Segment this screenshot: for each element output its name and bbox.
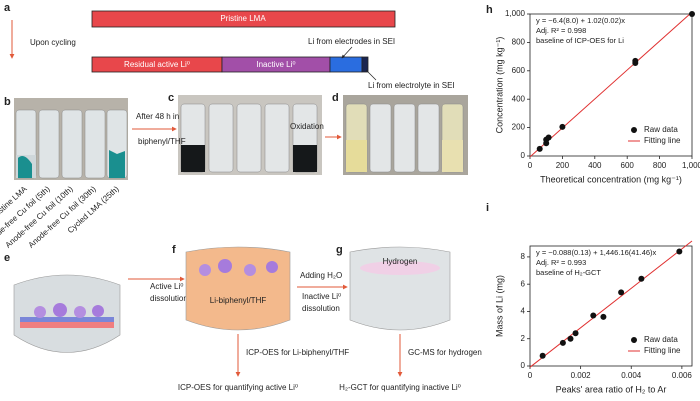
panel-label: a (4, 2, 11, 14)
photo-b (14, 98, 128, 180)
cup-f (185, 246, 291, 331)
result-label: ICP-OES for quantifying active Li⁰ (178, 383, 298, 392)
data-point (545, 134, 552, 141)
step-label: Active Li⁰ (150, 282, 183, 291)
data-point (539, 352, 546, 359)
x-tick-label: 800 (653, 161, 667, 170)
plot-frame (529, 13, 693, 157)
step-label: Inactive Li⁰ (302, 292, 341, 301)
x-tick-label: 600 (621, 161, 635, 170)
y-tick-label: 0 (521, 361, 526, 370)
arrow (341, 46, 353, 59)
y-axis-label: Concentration (mg kg⁻¹) (494, 37, 504, 134)
x-tick-label: 0 (528, 371, 533, 380)
data-point (559, 123, 566, 130)
data-point (572, 330, 579, 337)
data-point (638, 275, 645, 282)
method-label: GC-MS for hydrogen (408, 348, 482, 357)
legend-marker (631, 127, 637, 133)
gas-label: Hydrogen (383, 257, 418, 266)
photo-c (178, 95, 322, 175)
fit-line (529, 240, 693, 368)
x-axis-label: Theoretical concentration (mg kg⁻¹) (540, 174, 682, 184)
legend-label: Fitting line (644, 136, 681, 145)
panel-label: i (486, 202, 489, 214)
y-tick-label: 400 (512, 94, 526, 103)
panel-label: c (168, 92, 174, 104)
arrow (365, 69, 377, 81)
arrow-label: biphenyl/THF (138, 137, 186, 146)
y-tick-label: 600 (512, 66, 526, 75)
data-point (559, 339, 566, 346)
cup-g (349, 246, 451, 331)
step-label: Upon cycling (30, 38, 76, 47)
y-tick-label: 4 (521, 307, 526, 316)
y-tick-label: 800 (512, 38, 526, 47)
method-label: ICP-OES for Li-biphenyl/THF (246, 348, 349, 357)
data-point (618, 289, 625, 296)
step-label: Adding H₂O (300, 271, 342, 280)
data-point (600, 313, 607, 320)
x-tick-label: 0.002 (571, 371, 592, 380)
segment-label: Inactive Li⁰ (256, 60, 295, 69)
annotation: baseline of ICP-OES for Li (536, 36, 624, 45)
y-tick-label: 0 (521, 151, 526, 160)
segment-label: Residual active Li⁰ (124, 60, 190, 69)
fit-line (529, 11, 693, 158)
legend-label: Raw data (644, 125, 678, 134)
legend-label: Raw data (644, 335, 678, 344)
y-axis-label: Mass of Li (mg) (494, 275, 504, 337)
legend-marker (631, 337, 637, 343)
bowl-e (13, 274, 121, 353)
x-tick-label: 400 (588, 161, 602, 170)
panel-label: h (486, 4, 493, 16)
bar-label: Pristine LMA (220, 14, 266, 23)
y-tick-label: 2 (521, 334, 526, 343)
arrow-label: Oxidation (290, 122, 324, 131)
annotation: Adj. R² = 0.998 (536, 26, 586, 35)
x-tick-label: 200 (556, 161, 570, 170)
sei-label: Li from electrodes in SEI (308, 37, 395, 46)
x-tick-label: 0.006 (672, 371, 693, 380)
annotation: baseline of H₂-GCT (536, 268, 601, 277)
data-point (536, 145, 543, 152)
annotation: y = −0.088(0.13) + 1,446.16(41.46)x (536, 248, 657, 257)
arrow-label: After 48 h in (136, 112, 179, 121)
y-tick-label: 1,000 (505, 9, 526, 18)
step-label: dissolution (302, 304, 340, 313)
y-tick-label: 200 (512, 123, 526, 132)
x-axis-label: Peaks' area ratio of H₂ to Ar (556, 384, 667, 394)
annotation: y = −6.4(8.0) + 1.02(0.02)x (536, 16, 625, 25)
step-label: dissolution (150, 294, 188, 303)
pristine-bar (91, 10, 396, 28)
sei-label: Li from electrolyte in SEI (368, 81, 455, 90)
result-label: H₂-GCT for quantifying inactive Li⁰ (339, 383, 461, 392)
annotation: Adj. R² = 0.993 (536, 258, 586, 267)
y-tick-label: 8 (521, 252, 526, 261)
photo-d (343, 95, 468, 175)
data-point (567, 335, 574, 342)
x-tick-label: 1,000 (682, 161, 700, 170)
legend-label: Fitting line (644, 346, 681, 355)
plot-frame (529, 245, 693, 367)
panel-label: d (332, 92, 339, 104)
data-point (632, 57, 639, 64)
x-tick-label: 0.004 (621, 371, 642, 380)
x-tick-label: 0 (528, 161, 533, 170)
panel-label: e (4, 252, 10, 264)
y-tick-label: 6 (521, 279, 526, 288)
data-point (590, 312, 597, 319)
data-point (676, 248, 683, 255)
solution-label: Li-biphenyl/THF (210, 296, 267, 305)
data-point (689, 11, 695, 17)
panel-label: f (172, 244, 176, 256)
panel-label: b (4, 96, 11, 108)
panel-label: g (336, 244, 343, 256)
segment (329, 56, 363, 73)
segment (361, 56, 369, 73)
